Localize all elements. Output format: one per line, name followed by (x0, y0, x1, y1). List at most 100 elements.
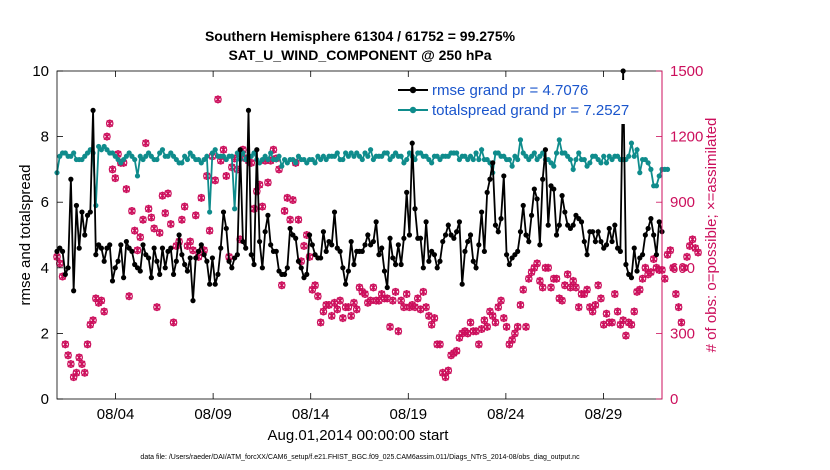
rmse-point (362, 242, 368, 248)
totalspread-point (637, 170, 643, 176)
obs-assimilated-marker (544, 263, 552, 272)
rmse-point (287, 225, 293, 232)
obs-assimilated-marker (514, 322, 522, 331)
obs-assimilated-marker (436, 340, 444, 349)
totalspread-point (232, 206, 238, 212)
rmse-point (515, 248, 521, 254)
obs-assimilated-marker (439, 368, 447, 377)
obs-assimilated-marker (478, 325, 486, 334)
obs-assimilated-marker (347, 311, 355, 320)
obs-assimilated-marker (192, 211, 200, 220)
obs-assimilated-marker (669, 263, 677, 272)
rmse-point (65, 265, 71, 271)
rmse-point (598, 238, 604, 245)
obs-assimilated-marker (89, 316, 97, 325)
obs-assimilated-marker (183, 241, 191, 250)
rmse-point (495, 229, 501, 235)
rmse-point (359, 248, 365, 254)
rmse-point (145, 255, 152, 261)
rmse-point (154, 258, 160, 264)
rmse-point (503, 252, 510, 258)
rmse-point (487, 176, 493, 182)
rmse-point (540, 176, 546, 182)
rmse-point (653, 252, 660, 258)
rmse-point (179, 252, 185, 258)
obs-assimilated-marker (586, 303, 594, 312)
obs-assimilated-marker (417, 305, 425, 314)
obs-assimilated-marker (84, 340, 92, 349)
obs-assimilated-marker (414, 294, 422, 303)
x-axis-label: Aug.01,2014 00:00:00 start (268, 427, 450, 444)
totalspread-point (576, 150, 582, 156)
rmse-point (570, 222, 576, 228)
obs-assimilated-marker (153, 303, 161, 312)
obs-assimilated-marker (558, 296, 566, 305)
rmse-point (87, 209, 93, 215)
rmse-point (243, 245, 249, 251)
obs-assimilated-marker (258, 202, 266, 211)
obs-assimilated-marker (78, 360, 86, 369)
rmse-point (381, 268, 388, 274)
rmse-point (62, 271, 68, 277)
rmse-point (462, 248, 468, 254)
rmse-point (392, 261, 399, 268)
rmse-point (304, 271, 310, 277)
rmse-point (542, 147, 549, 153)
data-file-footer: data file: /Users/raeder/DAI/ATM_forcXX/… (140, 454, 580, 461)
totalspread-point (553, 150, 560, 156)
obs-assimilated-marker (467, 318, 475, 327)
obs-assimilated-marker (189, 246, 197, 255)
rmse-point (387, 235, 393, 241)
rmse-point (195, 248, 202, 254)
rmse-point (151, 245, 157, 251)
rmse-point (268, 242, 274, 248)
rmse-point (562, 209, 568, 215)
rmse-point (373, 219, 379, 225)
totalspread-point (454, 150, 460, 156)
rmse-point (112, 265, 118, 271)
rmse-point (584, 252, 590, 258)
obs-assimilated-marker (75, 353, 83, 362)
rmse-point (537, 242, 543, 248)
totalspread-point (134, 173, 141, 179)
rmse-point (193, 255, 199, 261)
obs-assimilated-marker (336, 296, 344, 305)
obs-assimilated-marker (591, 300, 599, 309)
rmse-point (256, 238, 263, 245)
rmse-point (318, 255, 324, 261)
totalspread-point (648, 166, 654, 172)
rmse-point (129, 248, 135, 254)
rmse-point (442, 232, 449, 238)
y-axis-right-label: # of obs: o=possible; ×=assimilated (703, 118, 720, 353)
obs-assimilated-marker (497, 296, 505, 305)
y-left-tick-label: 4 (41, 260, 49, 277)
totalspread-point (229, 153, 235, 159)
totalspread-point (598, 160, 604, 166)
rmse-point (437, 258, 443, 264)
totalspread-point (340, 156, 346, 163)
rmse-point (534, 196, 540, 202)
obs-assimilated-marker (491, 318, 499, 327)
rmse-point (109, 278, 116, 284)
rmse-point (642, 232, 648, 238)
totalspread-point (556, 137, 562, 143)
totalspread-point (184, 156, 191, 163)
obs-assimilated-marker (672, 290, 680, 299)
x-tick-label: 08/19 (390, 406, 428, 423)
rmse-point (220, 209, 227, 215)
obs-assimilated-marker (392, 287, 400, 296)
obs-assimilated-marker (589, 307, 597, 316)
rmse-point (465, 238, 471, 245)
rmse-point (306, 232, 313, 238)
obs-assimilated-marker (453, 346, 461, 355)
rmse-point (631, 245, 637, 251)
obs-assimilated-marker (61, 340, 69, 349)
rmse-point (101, 258, 107, 264)
y-right-tick-label: 300 (670, 325, 695, 342)
obs-assimilated-marker (444, 366, 452, 375)
rmse-point (351, 261, 357, 268)
rmse-point (293, 235, 299, 241)
obs-assimilated-marker (530, 263, 538, 272)
obs-assimilated-marker (378, 290, 386, 299)
obs-assimilated-marker (561, 281, 569, 290)
